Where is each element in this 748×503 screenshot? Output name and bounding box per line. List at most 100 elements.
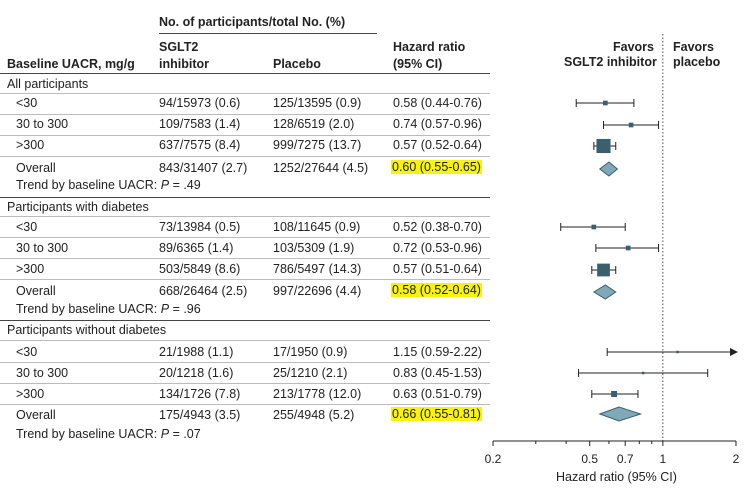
row-label: >300	[16, 138, 45, 152]
placebo-cell: 125/13595 (0.9)	[273, 96, 362, 110]
trend-p: P	[160, 178, 170, 192]
sglt2-cell: 20/1218 (1.6)	[159, 366, 234, 380]
hr-marker	[596, 138, 611, 154]
x-axis-label: Hazard ratio (95% CI)	[556, 470, 677, 484]
row-rule	[0, 340, 490, 341]
trend-value: = .96	[169, 302, 201, 316]
placebo-cell: 255/4948 (5.2)	[273, 408, 355, 422]
trend-text: Trend by baseline UACR: P = .96	[16, 302, 201, 316]
group-title: Participants with diabetes	[7, 200, 149, 214]
hr-marker	[641, 371, 645, 375]
hr-cell-overall: 0.58 (0.52-0.64)	[391, 283, 482, 297]
trend-prefix: Trend by baseline UACR:	[16, 427, 161, 441]
hr-marker	[676, 350, 679, 354]
sglt2-cell: 134/1726 (7.8)	[159, 387, 241, 401]
placebo-cell: 128/6519 (2.0)	[273, 117, 355, 131]
placebo-cell: 17/1950 (0.9)	[273, 345, 348, 359]
hr-marker	[603, 100, 608, 106]
hr-marker	[591, 224, 597, 230]
hr-cell: 0.83 (0.45-1.53)	[393, 366, 482, 380]
placebo-cell: 1252/27644 (4.5)	[273, 161, 369, 175]
trend-text: Trend by baseline UACR: P = .07	[16, 427, 201, 441]
hr-cell: 0.58 (0.44-0.76)	[393, 96, 482, 110]
favors-sglt2-line1: Favors	[613, 40, 654, 54]
sglt2-cell: 94/15973 (0.6)	[159, 96, 241, 110]
hr-marker	[597, 263, 610, 277]
favors-sglt2-line2: SGLT2 inhibitor	[564, 55, 657, 69]
row-label: <30	[16, 345, 38, 359]
col-header-uacr: Baseline UACR, mg/g	[7, 57, 135, 71]
sglt2-cell: 21/1988 (1.1)	[159, 345, 234, 359]
trend-prefix: Trend by baseline UACR:	[16, 178, 161, 192]
row-rule	[0, 362, 490, 363]
row-rule	[0, 404, 490, 405]
col-header-sglt2-line2: inhibitor	[159, 57, 209, 71]
row-label: Overall	[16, 408, 56, 422]
row-label: Overall	[16, 161, 56, 175]
placebo-cell: 786/5497 (14.3)	[273, 262, 362, 276]
group-header: No. of participants/total No. (%)	[159, 15, 346, 29]
sglt2-cell: 73/13984 (0.5)	[159, 220, 241, 234]
x-tick-label: 2	[733, 452, 740, 466]
hr-cell: 0.63 (0.51-0.79)	[393, 387, 482, 401]
hr-cell-overall: 0.60 (0.55-0.65)	[391, 160, 482, 174]
x-tick-label: 0.7	[617, 452, 634, 466]
group-rule	[0, 320, 490, 321]
sglt2-cell: 668/26464 (2.5)	[159, 284, 248, 298]
ci-arrow	[730, 348, 738, 356]
group-title: All participants	[7, 77, 89, 91]
favors-placebo-line2: placebo	[673, 55, 721, 69]
x-tick-label: 0.2	[485, 452, 502, 466]
sglt2-cell: 175/4943 (3.5)	[159, 408, 241, 422]
row-label: <30	[16, 220, 38, 234]
trend-value: = .07	[169, 427, 201, 441]
favors-placebo-line1: Favors	[673, 40, 714, 54]
row-rule	[0, 93, 490, 94]
placebo-cell: 999/7275 (13.7)	[273, 138, 362, 152]
hr-cell: 0.52 (0.38-0.70)	[393, 220, 482, 234]
summary-diamond	[598, 406, 643, 422]
sglt2-cell: 503/5849 (8.6)	[159, 262, 241, 276]
hr-cell: 0.74 (0.57-0.96)	[393, 117, 482, 131]
x-tick-label: 1	[660, 452, 667, 466]
sglt2-cell: 843/31407 (2.7)	[159, 161, 248, 175]
group-title: Participants without diabetes	[7, 323, 167, 337]
row-label: 30 to 300	[16, 241, 69, 255]
row-label: 30 to 300	[16, 366, 69, 380]
hr-marker	[628, 122, 634, 128]
placebo-cell: 108/11645 (0.9)	[273, 220, 361, 234]
placebo-cell: 213/1778 (12.0)	[273, 387, 362, 401]
row-label: Overall	[16, 284, 56, 298]
row-rule	[0, 237, 490, 238]
hr-cell: 0.57 (0.52-0.64)	[393, 138, 482, 152]
col-header-hr-line2: (95% CI)	[393, 57, 443, 71]
hr-cell: 0.57 (0.51-0.64)	[393, 262, 482, 276]
placebo-cell: 25/1210 (2.1)	[273, 366, 348, 380]
hr-cell: 1.15 (0.59-2.22)	[393, 345, 482, 359]
sglt2-cell: 637/7575 (8.4)	[159, 138, 241, 152]
row-rule	[0, 114, 490, 115]
summary-diamond	[598, 161, 619, 177]
group-rule	[0, 197, 490, 198]
header-bottom-rule	[0, 73, 490, 74]
row-rule	[0, 383, 490, 384]
row-label: <30	[16, 96, 38, 110]
row-rule	[0, 135, 490, 136]
hr-cell: 0.72 (0.53-0.96)	[393, 241, 482, 255]
row-rule	[0, 156, 490, 157]
sglt2-cell: 109/7583 (1.4)	[159, 117, 241, 131]
hr-marker	[611, 390, 618, 398]
group-header-rule	[159, 33, 377, 34]
row-rule	[0, 279, 490, 280]
summary-diamond	[592, 284, 617, 300]
trend-prefix: Trend by baseline UACR:	[16, 302, 161, 316]
placebo-cell: 103/5309 (1.9)	[273, 241, 355, 255]
placebo-cell: 997/22696 (4.4)	[273, 284, 362, 298]
trend-p: P	[160, 427, 170, 441]
row-label: >300	[16, 387, 45, 401]
row-label: >300	[16, 262, 45, 276]
x-tick-label: 0.5	[581, 452, 598, 466]
hr-cell-overall: 0.66 (0.55-0.81)	[391, 407, 482, 421]
col-header-hr-line1: Hazard ratio	[393, 40, 466, 54]
